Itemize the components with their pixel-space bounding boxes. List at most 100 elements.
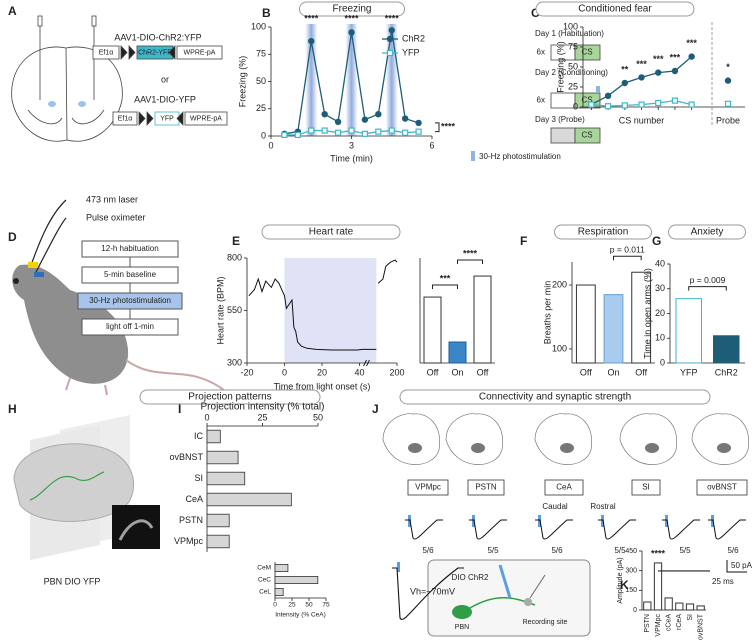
stim-band <box>305 24 318 136</box>
data-point <box>334 118 342 126</box>
protocol-diagram-part <box>550 127 576 144</box>
panel-letter: J <box>372 402 379 416</box>
x-tick-label: -20 <box>240 367 253 377</box>
label: Recording site <box>523 619 568 626</box>
label: PBN DIO YFP <box>44 576 101 586</box>
light-pulse <box>538 515 541 527</box>
label: 473 nm laser <box>86 194 138 204</box>
data-point <box>321 111 328 118</box>
y-axis-label: Freezing (%) <box>237 56 247 108</box>
mouse-illustration-part <box>34 272 44 277</box>
label: SI <box>642 483 650 492</box>
header-box <box>554 224 652 240</box>
y-tick-label: 0 <box>633 607 637 614</box>
x-tick-label: VPMpc <box>655 614 662 637</box>
data-point <box>386 35 394 43</box>
significance: *** <box>653 54 664 64</box>
y-tick-label: 0 <box>660 357 665 367</box>
label: 5/6 <box>551 546 563 555</box>
label: Caudal <box>542 502 568 511</box>
panel-letter: A <box>8 4 17 18</box>
bar <box>653 562 663 611</box>
header-box <box>668 224 746 240</box>
y-tick-label: PSTN <box>179 515 203 525</box>
label: WPRE-pA <box>184 49 216 56</box>
bar <box>206 534 230 549</box>
x-tick-label: 0 <box>282 367 287 377</box>
panel-letter: G <box>652 234 661 248</box>
recording-schematic-part <box>524 598 532 606</box>
label: ovBNST <box>707 483 737 492</box>
bar <box>664 597 673 611</box>
header-box <box>299 1 405 17</box>
data-point <box>348 127 355 134</box>
heart-rate-trace <box>248 259 398 351</box>
header-box <box>261 224 401 240</box>
data-point <box>334 129 342 136</box>
bar <box>274 564 289 573</box>
x-axis-label: Probe <box>716 115 740 125</box>
label: 5/6 <box>727 546 739 555</box>
bar <box>206 492 292 507</box>
data-point <box>688 101 695 108</box>
x-tick-label: ovBNST <box>698 613 705 640</box>
label: VPMpc <box>415 483 441 492</box>
label: 25 ms <box>712 577 734 586</box>
label: 5/5 <box>679 546 691 555</box>
y-tick-label: 20 <box>655 308 665 318</box>
x-tick-label: 25 <box>288 602 296 609</box>
label: CS <box>581 131 592 140</box>
data-point <box>402 129 409 136</box>
bar <box>274 588 284 597</box>
data-point <box>386 49 394 57</box>
y-tick-label: 10 <box>655 333 665 343</box>
stim-band <box>345 24 358 136</box>
mouse-illustration <box>12 199 231 396</box>
significance: **** <box>651 548 666 558</box>
panel-a-illustration-part <box>138 110 154 127</box>
label: CeA <box>556 483 572 492</box>
panel-letter: E <box>232 234 240 248</box>
section-header: Conditioned fear <box>578 4 652 15</box>
y-tick-label: 75 <box>568 41 578 51</box>
mouse-illustration-part <box>13 278 19 284</box>
label: 5/5 <box>487 546 499 555</box>
header-box <box>139 389 321 405</box>
data-point <box>375 111 382 118</box>
panel-letter: I <box>178 402 181 416</box>
conjunction: or <box>161 74 169 84</box>
recording-schematic <box>427 559 591 637</box>
x-tick-label: rCeA <box>676 614 683 630</box>
x-tick-label: Off <box>580 367 592 377</box>
panel-letter: B <box>262 6 271 20</box>
protocol-diagram-part <box>574 44 601 61</box>
x-tick-label: PSTN <box>644 614 651 633</box>
panel-a-illustration <box>11 15 228 142</box>
data-point <box>308 37 315 45</box>
bar <box>685 603 695 611</box>
brain-3d-illustration-part <box>13 443 135 522</box>
label: PBN <box>455 624 469 631</box>
data-point <box>361 116 369 123</box>
light-pulse <box>665 515 668 527</box>
epsc-trace <box>405 519 443 540</box>
x-tick-label: 40 <box>354 367 364 377</box>
significance: *** <box>670 52 681 62</box>
projection-field <box>560 443 574 453</box>
header-box <box>399 389 711 405</box>
y-tick-label: 0 <box>261 130 266 140</box>
header-box <box>535 1 695 17</box>
label: light off 1-min <box>106 322 154 331</box>
data-point <box>638 101 645 108</box>
x-tick-label: 20 <box>317 367 327 377</box>
label: 6x <box>537 96 545 105</box>
brain-3d-illustration-part <box>29 471 105 501</box>
sig-bracket <box>457 259 483 265</box>
data-point <box>638 74 645 81</box>
data-point <box>621 79 628 87</box>
data-point <box>604 103 612 110</box>
data-point <box>348 29 355 36</box>
label: 6x <box>537 48 545 57</box>
panel-a-illustration-part <box>11 46 123 142</box>
